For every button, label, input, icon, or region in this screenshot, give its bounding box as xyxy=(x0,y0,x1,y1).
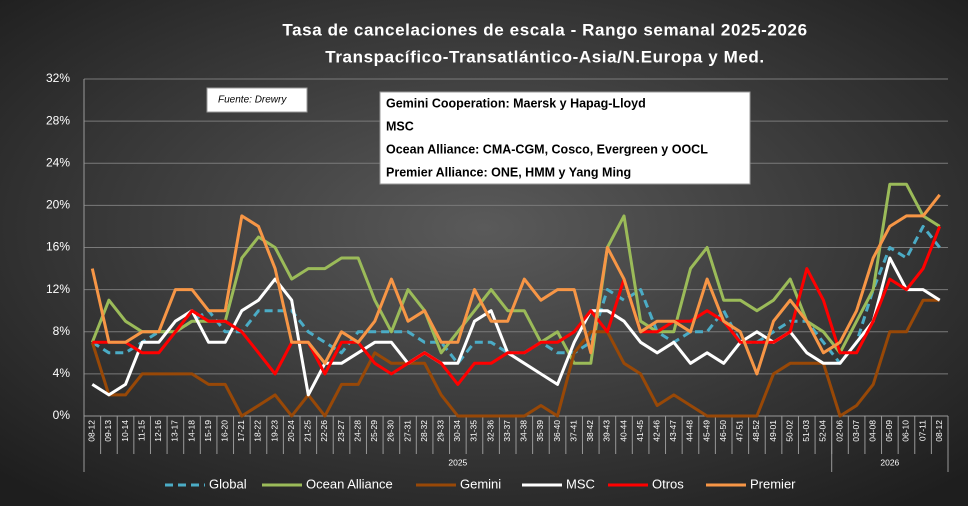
y-tick-label: 8% xyxy=(53,324,71,338)
x-tick-label: 49-01 xyxy=(768,420,778,442)
series-line xyxy=(90,193,941,376)
legend-label: MSC xyxy=(566,476,595,491)
y-tick-label: 0% xyxy=(53,408,71,422)
x-tick-label: 44-48 xyxy=(685,420,695,442)
y-tick-label: 28% xyxy=(46,113,70,127)
x-tick-label: 21-25 xyxy=(303,420,313,442)
x-tick-label: 51-03 xyxy=(801,420,811,442)
y-tick-label: 32% xyxy=(46,71,70,85)
chart-title: Tasa de cancelaciones de escala - Rango … xyxy=(282,20,807,39)
x-tick-label: 24-28 xyxy=(352,420,362,442)
x-tick-label: 39-43 xyxy=(602,420,612,442)
x-tick-label: 10-14 xyxy=(120,420,130,442)
x-tick-label: 16-20 xyxy=(219,420,229,442)
legend-label: Gemini xyxy=(460,476,501,491)
annotation-line: Premier Alliance: ONE, HMM y Yang Ming xyxy=(386,165,631,179)
series-line xyxy=(92,225,942,386)
x-tick-label: 37-41 xyxy=(568,420,578,442)
annotation-line: Gemini Cooperation: Maersk y Hapag-Lloyd xyxy=(386,96,646,110)
x-tick-label: 04-08 xyxy=(867,420,877,442)
x-tick-label: 52-04 xyxy=(818,420,828,442)
x-tick-label: 02-06 xyxy=(834,420,844,442)
x-tick-label: 03-07 xyxy=(851,420,861,442)
annotation-line: Ocean Alliance: CMA-CGM, Cosco, Evergree… xyxy=(386,142,708,156)
x-tick-label: 23-27 xyxy=(336,420,346,442)
annotation-line: MSC xyxy=(386,119,414,133)
x-tick-label: 13-17 xyxy=(170,420,180,442)
x-tick-label: 50-02 xyxy=(784,420,794,442)
x-tick-label: 05-09 xyxy=(884,420,894,442)
x-tick-label: 42-46 xyxy=(651,420,661,442)
x-tick-label: 31-35 xyxy=(469,420,479,442)
x-tick-label: 33-37 xyxy=(502,420,512,442)
x-tick-label: 48-52 xyxy=(751,420,761,442)
x-tick-label: 17-21 xyxy=(236,420,246,442)
x-tick-label: 32-36 xyxy=(485,420,495,442)
y-tick-label: 20% xyxy=(46,198,70,212)
x-tick-label: 34-38 xyxy=(519,420,529,442)
x-tick-label: 28-32 xyxy=(419,420,429,442)
x-tick-label: 12-16 xyxy=(153,420,163,442)
legend-label: Premier xyxy=(750,476,796,491)
x-tick-label: 45-49 xyxy=(701,420,711,442)
x-tick-label: 43-47 xyxy=(668,420,678,442)
x-tick-label: 19-23 xyxy=(269,420,279,442)
y-tick-label: 16% xyxy=(46,240,70,254)
plot-area: 0% 4% 8% 12% 16% 20% 24% 28% 32% 08-12 09-13 10-14 1… xyxy=(46,71,949,472)
x-tick-label: 20-24 xyxy=(286,420,296,442)
group-label: 2025 xyxy=(448,457,467,467)
x-tick-label: 11-15 xyxy=(136,420,146,441)
x-tick-label: 09-13 xyxy=(103,420,113,442)
x-tick-label: 29-33 xyxy=(435,420,445,442)
x-tick-label: 07-11 xyxy=(917,420,927,441)
series-line xyxy=(90,298,940,418)
x-tick-label: 06-10 xyxy=(901,420,911,442)
x-tick-label: 22-26 xyxy=(319,420,329,442)
x-tick-label: 27-31 xyxy=(402,420,412,442)
x-tick-label: 15-19 xyxy=(203,420,213,442)
legend-label: Otros xyxy=(652,476,684,491)
x-tick-label: 41-45 xyxy=(635,420,645,442)
x-tick-label: 30-34 xyxy=(452,420,462,442)
x-tick-label: 47-51 xyxy=(735,420,745,442)
x-tick-label: 36-40 xyxy=(552,420,562,442)
group-label: 2026 xyxy=(880,457,899,467)
x-tick-label: 08-12 xyxy=(934,420,944,442)
x-tick-label: 40-44 xyxy=(618,420,628,442)
y-tick-label: 12% xyxy=(46,282,70,296)
x-tick-label: 08-12 xyxy=(87,420,97,442)
source-note: Fuente: Drewry xyxy=(218,95,287,106)
legend-label: Ocean Alliance xyxy=(306,476,393,491)
source-box xyxy=(206,87,308,113)
x-tick-label: 25-29 xyxy=(369,420,379,442)
annotation-box xyxy=(379,91,751,185)
chart-subtitle: Transpacífico-Transatlántico-Asia/N.Euro… xyxy=(325,47,764,66)
x-tick-label: 38-42 xyxy=(585,420,595,442)
x-tick-label: 35-39 xyxy=(535,420,545,442)
y-tick-label: 24% xyxy=(46,155,70,169)
x-tick-label: 18-22 xyxy=(253,420,263,442)
x-tick-label: 46-50 xyxy=(718,420,728,442)
x-tick-label: 14-18 xyxy=(186,420,196,442)
x-tick-label: 26-30 xyxy=(386,420,396,442)
y-tick-label: 4% xyxy=(53,366,71,380)
legend-label: Global xyxy=(209,476,247,491)
